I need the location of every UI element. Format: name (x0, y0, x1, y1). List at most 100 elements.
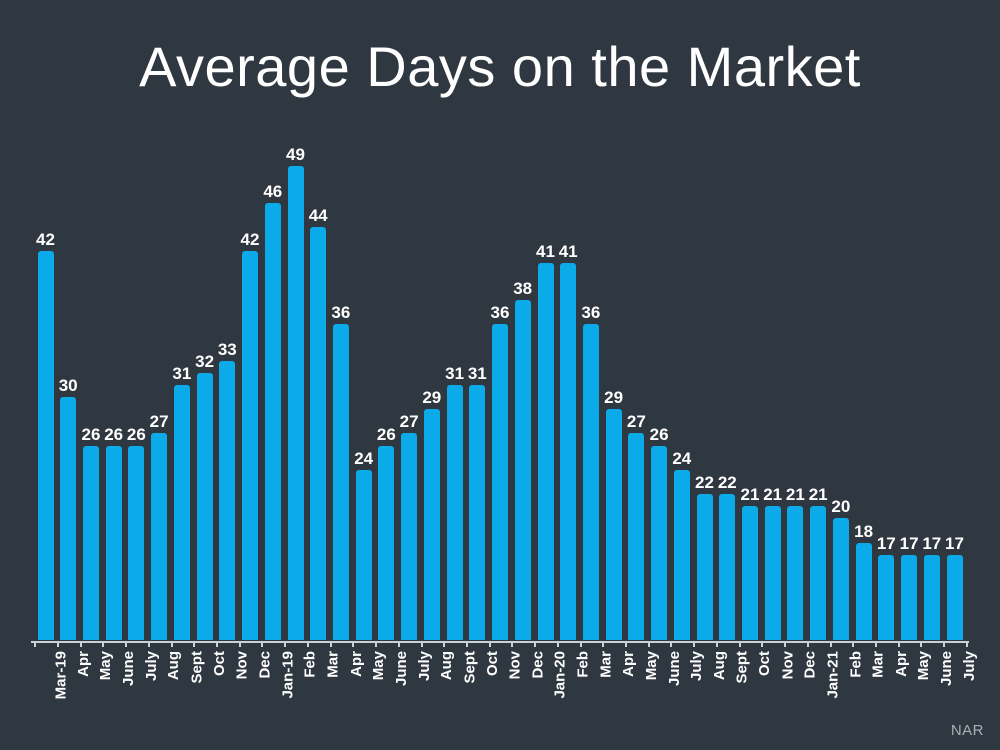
x-axis-label: Oct (483, 651, 501, 677)
bar-value-label: 31 (445, 364, 465, 383)
bar-value-label: 31 (467, 364, 487, 383)
x-axis-tick (556, 641, 559, 647)
x-axis-label: Dec (256, 651, 274, 679)
bar-value-label: 21 (740, 485, 760, 504)
x-axis-label: Feb (302, 651, 319, 678)
bar-value-label: 42 (36, 230, 55, 249)
bar-value-label: 17 (876, 534, 896, 553)
x-axis-label: Aug (165, 651, 183, 681)
x-axis-tick (193, 641, 196, 647)
x-axis-tick (397, 641, 400, 647)
bar-value-label: 30 (58, 376, 78, 395)
x-axis-tick (875, 641, 877, 647)
x-axis-tick (625, 641, 627, 647)
x-axis-label: Dec (801, 651, 819, 679)
x-axis-tick (943, 641, 946, 647)
x-axis-label: Jan-21 (824, 651, 842, 699)
bar-value-label: 27 (149, 412, 169, 431)
bar (37, 251, 54, 640)
x-axis-label: Oct (211, 651, 229, 677)
x-axis-label: Mar (597, 651, 615, 678)
x-axis-label: June (392, 651, 410, 687)
x-axis-label: Mar (870, 651, 888, 678)
x-axis-label: Nov (506, 651, 524, 680)
x-axis-tick (261, 641, 264, 647)
x-axis-tick (738, 641, 741, 647)
bar (719, 494, 736, 640)
bar-value-label: 21 (808, 485, 828, 504)
bar-value-label: 26 (126, 425, 146, 444)
bar-value-label: 38 (513, 279, 533, 298)
bar-value-label: 46 (263, 182, 283, 201)
x-axis-tick (534, 641, 537, 647)
x-axis-label: July (961, 651, 978, 682)
bar-value-label: 32 (195, 352, 215, 371)
bar (242, 251, 258, 640)
x-axis-label: Aug (711, 651, 728, 681)
bar (355, 470, 372, 640)
x-axis-tick (829, 641, 832, 647)
x-axis-tick (579, 641, 582, 647)
bar-value-label: 24 (672, 449, 692, 468)
x-axis-tick (647, 641, 650, 647)
bar (196, 373, 213, 640)
bar (446, 385, 463, 640)
x-axis-tick (602, 641, 605, 647)
x-axis-tick (897, 641, 900, 647)
bar (60, 397, 77, 640)
bar-value-label: 36 (490, 303, 510, 322)
x-axis-tick (375, 641, 377, 647)
bar-value-label: 31 (172, 364, 192, 383)
bar-value-label: 18 (854, 522, 874, 541)
bar (832, 518, 849, 640)
bar-value-label: 27 (626, 412, 646, 431)
bar (810, 506, 827, 640)
chart-title: Average Days on the Market (139, 35, 861, 98)
bar-value-label: 22 (695, 473, 714, 492)
bar (310, 227, 327, 640)
x-axis-tick (420, 641, 423, 647)
x-axis-tick (306, 641, 309, 647)
bar (219, 361, 236, 640)
bar (696, 494, 713, 640)
bar (492, 324, 508, 640)
x-axis-label: Mar (324, 651, 342, 678)
x-axis-tick (465, 641, 468, 647)
bar (946, 555, 963, 640)
bar (128, 446, 145, 640)
bar (264, 203, 281, 640)
x-axis-tick (238, 641, 241, 647)
x-axis-label: Sept (188, 651, 206, 684)
bar (560, 263, 577, 640)
x-axis-label: Oct (756, 651, 774, 677)
bar-value-label: 17 (945, 534, 964, 553)
bar (173, 385, 190, 640)
bar (855, 543, 872, 640)
bar-value-label: 21 (763, 485, 783, 504)
bar-value-label: 26 (81, 425, 101, 444)
x-axis-tick (761, 641, 764, 647)
x-axis-tick (147, 641, 150, 647)
bar-value-label: 49 (286, 145, 305, 164)
x-axis-tick (284, 641, 287, 647)
bar (151, 433, 168, 640)
bar-value-label: 24 (354, 449, 374, 468)
bar-value-label: 36 (581, 303, 601, 322)
x-axis-tick (852, 641, 855, 647)
bar (923, 555, 940, 640)
x-axis-label: May (642, 651, 660, 681)
bar-value-label: 26 (649, 425, 669, 444)
x-axis-tick (102, 641, 105, 647)
x-axis-tick (56, 641, 59, 647)
bar (651, 446, 668, 640)
x-axis-label: Apr (892, 651, 910, 677)
x-axis-label: Mar-19 (52, 651, 69, 700)
x-axis-label: June (665, 651, 683, 687)
bar (401, 433, 418, 640)
x-axis-label: Nov (779, 651, 797, 680)
bar (287, 166, 304, 640)
x-axis-tick (443, 641, 446, 647)
bar-value-label: 20 (831, 497, 851, 516)
x-axis-label: Dec (529, 651, 547, 679)
x-axis-label: Apr (620, 651, 638, 677)
